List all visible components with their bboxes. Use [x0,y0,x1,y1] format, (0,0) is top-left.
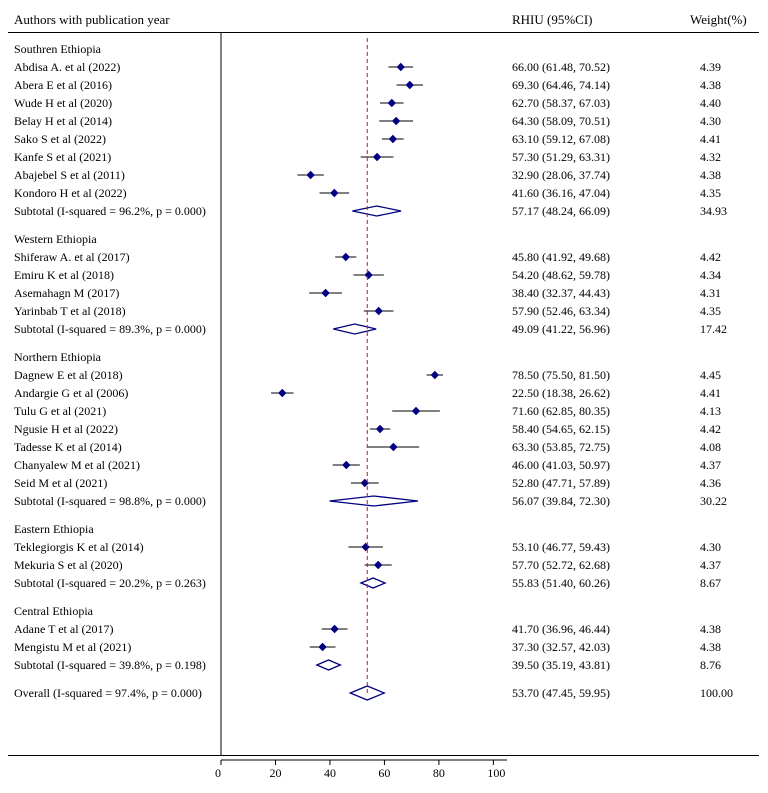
axis-tick-label: 60 [378,766,390,781]
axis-tick-label: 80 [433,766,445,781]
axis-tick-label: 100 [487,766,505,781]
axis-tick-label: 40 [324,766,336,781]
forest-plot: Authors with publication year RHIU (95%C… [0,0,768,793]
axis-svg [0,0,768,793]
axis-tick-label: 20 [269,766,281,781]
axis-tick-label: 0 [215,766,221,781]
